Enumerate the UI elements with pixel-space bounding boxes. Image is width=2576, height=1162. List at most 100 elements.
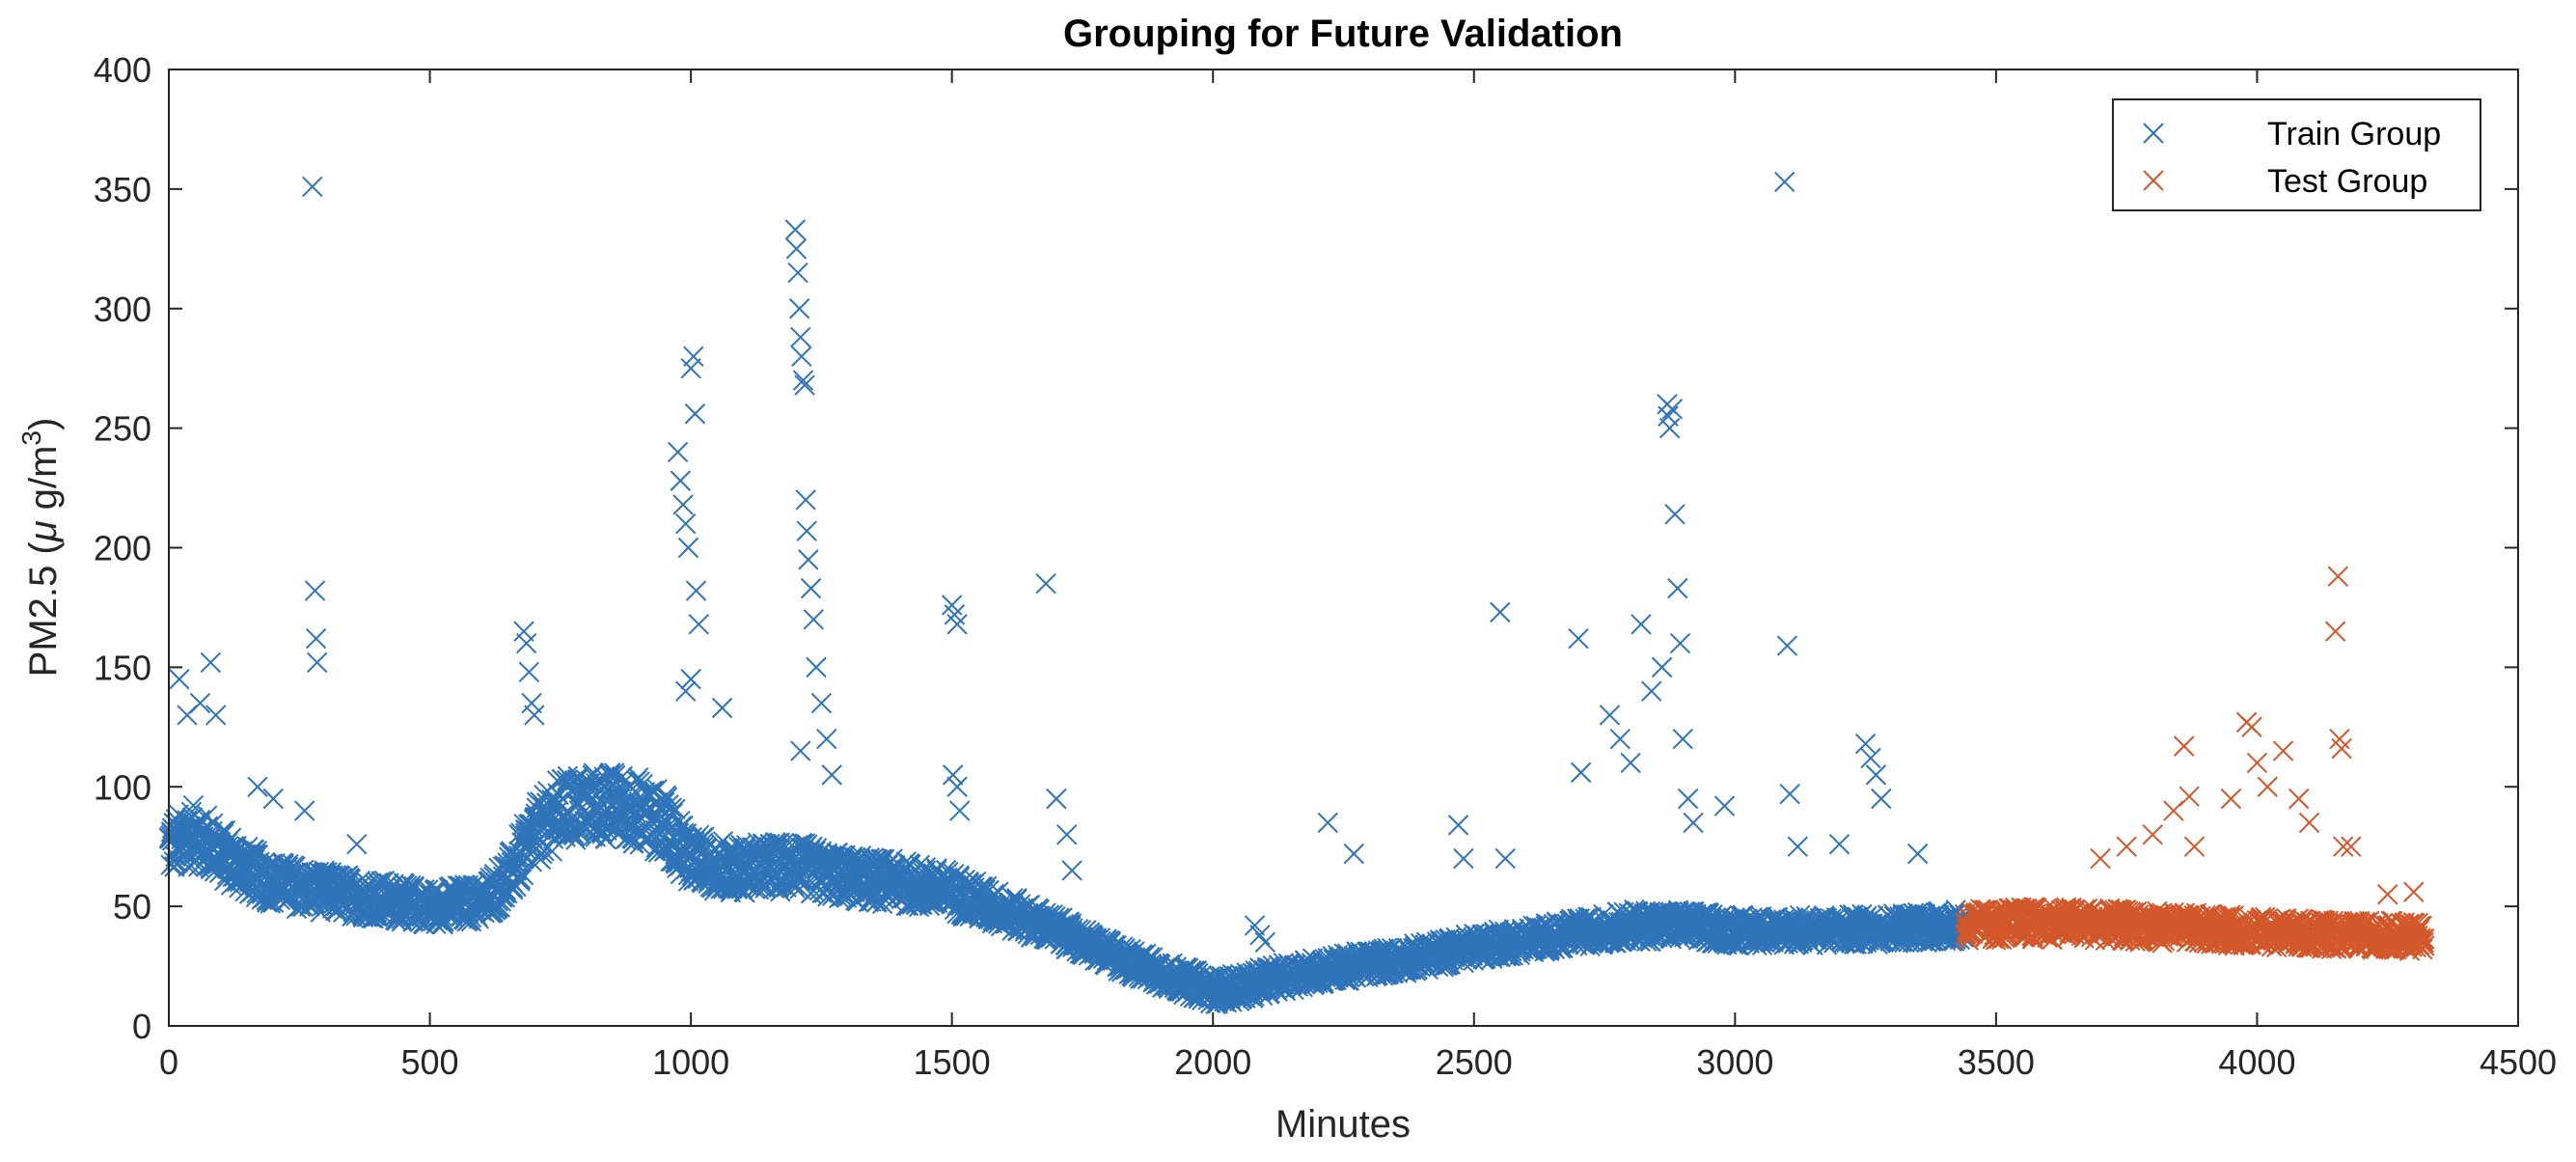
data-point xyxy=(711,697,733,719)
legend-label: Train Group xyxy=(2267,116,2441,152)
data-point xyxy=(2272,740,2294,761)
data-point xyxy=(2324,621,2346,642)
data-point xyxy=(1860,747,1881,769)
data-point xyxy=(1120,938,1141,960)
data-point xyxy=(787,262,808,284)
data-point xyxy=(2413,931,2434,954)
legend-marker xyxy=(2143,123,2164,144)
data-point xyxy=(665,798,686,820)
data-point xyxy=(2195,904,2216,927)
data-point xyxy=(2220,788,2242,810)
y-tick-label: 100 xyxy=(94,767,151,807)
y-axis-label-close: ) xyxy=(22,418,65,430)
data-point xyxy=(670,470,691,491)
data-point xyxy=(1667,577,1688,599)
series-train-group xyxy=(158,171,1976,1015)
y-tick-label: 250 xyxy=(94,409,151,449)
data-point xyxy=(821,764,842,786)
data-point xyxy=(262,788,284,810)
data-point xyxy=(788,298,810,319)
data-point xyxy=(2090,847,2111,870)
x-tick-label: 0 xyxy=(159,1042,178,1082)
data-point xyxy=(169,669,190,690)
data-point xyxy=(2183,836,2206,857)
data-point xyxy=(1494,847,1516,870)
data-point xyxy=(1713,795,1736,816)
chart-title: Grouping for Future Validation xyxy=(1063,13,1623,55)
data-point xyxy=(946,614,968,635)
data-point xyxy=(512,864,534,886)
data-point xyxy=(2316,914,2339,936)
data-point xyxy=(189,692,211,714)
data-point xyxy=(304,580,326,601)
y-axis-label-exponent: 3 xyxy=(16,430,46,446)
data-point xyxy=(800,577,822,599)
data-point xyxy=(2257,776,2278,797)
data-point xyxy=(1046,788,1067,810)
data-point xyxy=(810,692,833,714)
data-point xyxy=(1620,752,1641,774)
data-point xyxy=(680,357,701,379)
data-point xyxy=(685,580,707,601)
data-point xyxy=(460,906,482,928)
y-tick-label: 200 xyxy=(94,529,151,568)
y-axis-label: PM2.5 (μ g/m3) xyxy=(16,418,65,678)
data-point xyxy=(302,176,323,198)
data-point xyxy=(2333,836,2354,857)
data-point xyxy=(672,494,694,515)
data-point xyxy=(1254,931,1276,953)
data-point xyxy=(2341,836,2362,857)
data-point xyxy=(524,705,545,726)
legend-marker xyxy=(2143,170,2164,191)
data-point xyxy=(2409,934,2430,956)
data-point xyxy=(1787,836,1808,857)
axis-ticks: 0 500 1000 1500 2000 2500 3000 3500 4000 4500 0 50 1… xyxy=(94,50,2557,1082)
data-point xyxy=(816,728,837,750)
data-point xyxy=(1664,504,1685,525)
data-point xyxy=(1658,417,1681,439)
data-point xyxy=(2179,786,2200,807)
y-tick-label: 300 xyxy=(94,290,151,329)
data-point xyxy=(2403,881,2425,902)
data-point xyxy=(521,692,542,714)
data-point xyxy=(794,374,815,396)
data-point xyxy=(2241,716,2262,738)
data-point xyxy=(1651,656,1673,678)
data-point xyxy=(1061,860,1082,881)
data-point xyxy=(2173,735,2195,757)
data-point xyxy=(1571,761,1592,784)
data-point xyxy=(798,549,819,570)
data-point xyxy=(1661,399,1684,420)
x-tick-label: 1500 xyxy=(914,1042,991,1082)
legend-box xyxy=(2112,98,2481,211)
data-point xyxy=(795,489,816,511)
data-point xyxy=(803,609,824,630)
data-point xyxy=(692,832,714,853)
data-point xyxy=(943,764,964,786)
x-tick-label: 1000 xyxy=(652,1042,729,1082)
data-point xyxy=(200,651,221,674)
data-point xyxy=(1865,764,1887,786)
x-tick-label: 3000 xyxy=(1696,1042,1773,1082)
data-point xyxy=(784,219,807,240)
data-point xyxy=(2377,884,2398,905)
data-point xyxy=(792,370,814,391)
data-point xyxy=(2288,788,2310,810)
data-point xyxy=(667,441,689,463)
legend: Train Group Test Group xyxy=(2112,98,2481,211)
data-point xyxy=(796,520,817,541)
data-point xyxy=(182,794,205,816)
data-point xyxy=(688,614,709,635)
data-point xyxy=(827,842,849,864)
data-point xyxy=(1599,705,1621,726)
data-marks xyxy=(158,171,2435,1015)
data-point xyxy=(1631,614,1652,635)
data-point xyxy=(305,627,327,650)
data-point xyxy=(1669,632,1691,654)
x-tick-label: 4500 xyxy=(2480,1042,2557,1082)
data-point xyxy=(2414,928,2435,950)
data-point xyxy=(790,326,811,348)
data-point xyxy=(1854,733,1877,755)
data-point xyxy=(1490,601,1511,623)
data-point xyxy=(2116,836,2137,857)
